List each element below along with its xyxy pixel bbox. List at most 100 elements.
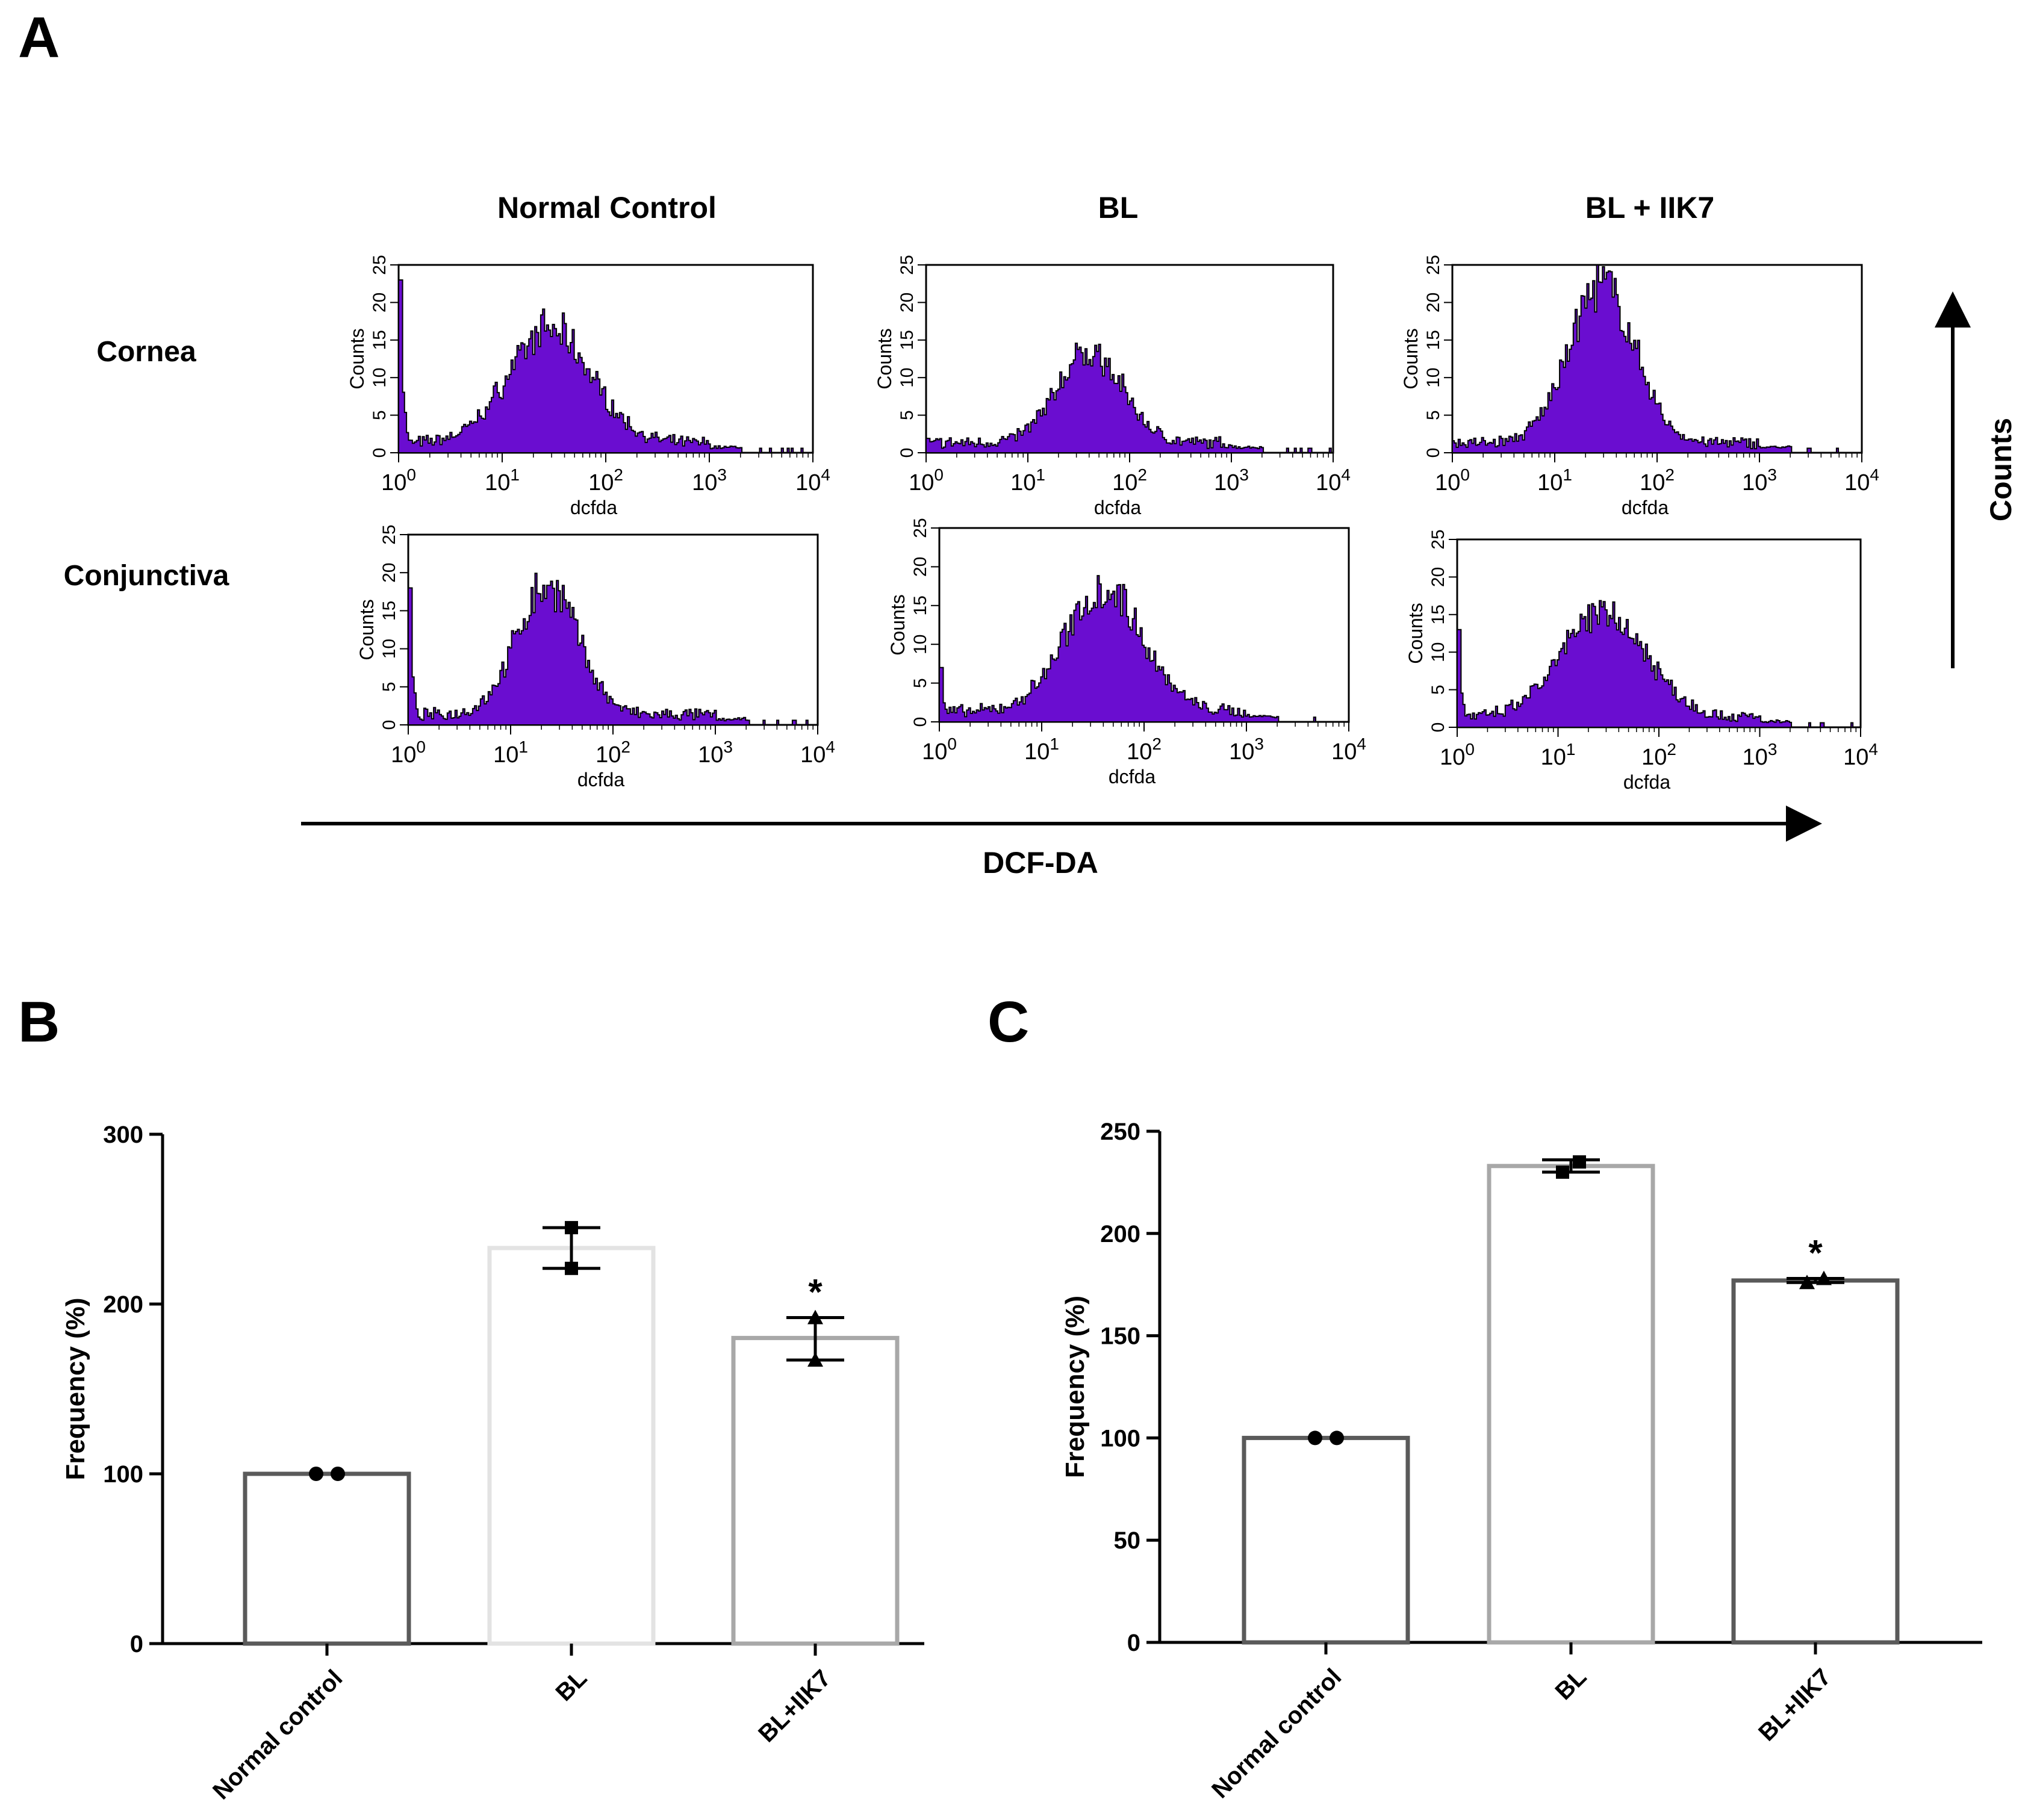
y-tick-label: 0 [1423,448,1443,458]
x-tick-label: 103 [1742,465,1777,495]
histogram-cornea-1: 0 5 10 15 20 25 Counts 100 101 102 103 104 dcfda [874,255,1351,518]
y-tick-label: 5 [370,410,390,420]
y-tick-label: 15 [370,330,390,350]
histogram-bars [398,279,813,453]
y-tick-label: 0 [370,448,390,458]
row-label-conjunctiva: Conjunctiva [64,560,229,592]
panel-a: A Normal Control BL BL + IIK7 Cornea Con… [18,5,2018,880]
x-tick-label: 101 [1541,740,1576,770]
data-point [1799,1275,1815,1290]
x-tick-label: 103 [692,465,727,495]
y-tick-label: 25 [1423,255,1443,275]
significance-marker: * [1808,1233,1823,1273]
x-tick-label: 100 [1435,465,1470,495]
panel-c: C 0 50 100 150 200 250 Frequency (%) Normal con… [988,990,1982,1804]
histogram-conjunctiva-4: 0 5 10 15 20 25 Counts 100 101 102 103 104 dcfda [887,518,1366,787]
y-tick-label: 5 [897,410,917,420]
y-tick-label: 10 [897,368,917,388]
y-tick-label: 20 [910,557,930,577]
bar-normal-control [243,1471,411,1646]
data-point [565,1261,578,1275]
y-tick-label: 10 [370,368,390,388]
y-axis-label: Frequency (%) [61,1297,90,1480]
bar-bl [487,1246,656,1646]
data-point [1308,1430,1322,1446]
x-axis-label: dcfda [1094,497,1141,518]
histogram-frame [407,533,819,726]
y-tick-label: 0 [1127,1630,1140,1656]
x-tick-label: 102 [596,738,630,768]
x-tick-label: 101 [1024,735,1059,765]
x-tick-label: 101 [1537,465,1572,495]
x-tick-label: 103 [1743,740,1778,770]
panel-a-label: A [18,5,60,70]
x-tick-label: 101 [493,738,528,768]
x-tick-label: 103 [1214,465,1249,495]
x-tick-label: BL+IIK7 [753,1665,836,1747]
y-tick-label: 5 [1423,410,1443,420]
y-axis-label: Counts [346,328,368,389]
data-point [1330,1430,1344,1446]
y-tick-label: 200 [103,1291,143,1318]
x-tick-label: Normal control [1207,1663,1346,1803]
x-axis-label: dcfda [1109,766,1156,787]
data-point [309,1467,323,1481]
y-tick-label: 25 [370,255,390,275]
x-tick-label: 102 [1112,465,1147,495]
x-axis-label: dcfda [577,769,624,790]
y-axis-label: Counts [887,594,909,655]
y-tick-label: 20 [1423,293,1443,312]
data-point [807,1309,823,1325]
y-tick-label: 25 [379,524,399,544]
dcf-da-arrow-label: DCF-DA [983,846,1098,880]
x-tick-label: 100 [909,465,944,495]
y-tick-label: 50 [1114,1527,1141,1554]
column-title-bl-iik7: BL + IIK7 [1585,191,1714,225]
histogram-conjunctiva-5: 0 5 10 15 20 25 Counts 100 101 102 103 104 dcfda [1405,529,1878,793]
y-tick-label: 0 [1428,722,1448,733]
histogram-bars [925,343,1333,453]
y-tick-label: 20 [370,293,390,312]
data-point [1573,1155,1586,1169]
x-tick-label: 104 [1843,740,1878,770]
panel-b-label: B [18,990,60,1054]
histogram-bars [1457,600,1861,728]
data-point [331,1467,345,1481]
bar-bl-iik7 [731,1335,900,1646]
x-axis-label: dcfda [1623,771,1670,793]
x-axis-label: dcfda [1622,497,1669,518]
y-tick-label: 25 [897,255,917,275]
bar-bl [1487,1164,1655,1645]
bar-bl-iik7 [1731,1278,1900,1645]
y-axis-label: Frequency (%) [1060,1296,1090,1478]
data-point [1556,1165,1569,1179]
x-tick-label: BL [1551,1663,1592,1705]
data-point [565,1221,578,1235]
x-tick-label: 102 [1640,465,1675,495]
y-tick-label: 150 [1100,1323,1140,1350]
histogram-bars [939,575,1349,722]
y-tick-label: 0 [130,1631,143,1657]
y-tick-label: 250 [1100,1119,1140,1145]
y-tick-label: 300 [103,1122,143,1148]
bar-chart-b: 0 100 200 300 Frequency (%) Normal control BL *… [61,1122,924,1805]
y-tick-label: 15 [379,601,399,621]
y-axis-label: Counts [356,599,378,660]
y-tick-label: 5 [379,682,399,692]
panel-b: B 0 100 200 300 Frequency (%) Normal control B… [18,990,924,1805]
panel-c-label: C [988,990,1029,1054]
y-tick-label: 10 [1428,642,1448,662]
y-tick-label: 20 [897,293,917,312]
x-tick-label: 100 [381,465,416,495]
y-tick-label: 20 [379,563,399,583]
data-point [1816,1270,1832,1285]
y-axis-label: Counts [1400,328,1422,389]
y-tick-label: 0 [897,448,917,458]
bar-chart-c: 0 50 100 150 200 250 Frequency (%) Normal contr… [1060,1119,1982,1804]
significance-marker: * [808,1272,823,1312]
x-tick-label: 104 [1844,465,1879,495]
x-tick-label: 100 [391,738,426,768]
histogram-bars [408,573,818,725]
y-tick-label: 25 [1428,529,1448,549]
